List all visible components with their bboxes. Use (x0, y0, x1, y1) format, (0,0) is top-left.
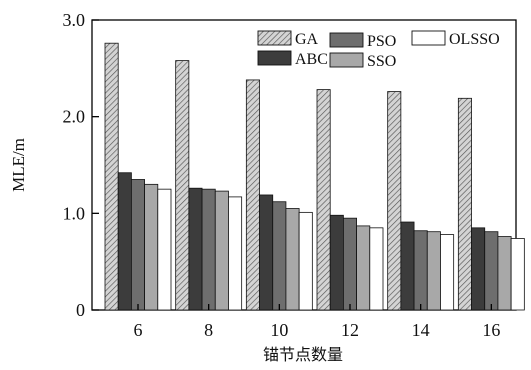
x-tick-label: 6 (134, 320, 143, 340)
bar-olsso-8 (228, 196, 243, 311)
bar-ga-6 (104, 42, 119, 311)
y-axis-ticks: 0 1.0 2.0 3.0 (63, 10, 99, 320)
bar-pso-10 (272, 201, 287, 311)
legend-swatch-ga (257, 30, 292, 46)
x-axis-label: 锚节点数量 (263, 345, 343, 364)
bar-ga-8 (175, 60, 190, 311)
legend-label-ga: GA (295, 31, 319, 48)
bars-group (104, 42, 525, 311)
bar-olsso-12 (369, 227, 384, 311)
y-axis-label: MLE/m (9, 138, 28, 192)
bar-abc-12 (329, 214, 344, 311)
x-tick-label: 10 (270, 320, 288, 340)
x-tick-label: 16 (482, 320, 500, 340)
bar-abc-10 (259, 194, 274, 311)
bar-sso-14 (426, 231, 441, 311)
bar-ga-12 (316, 89, 331, 311)
bar-abc-6 (117, 172, 132, 311)
y-tick-label: 0 (76, 300, 85, 320)
legend-label-sso: SSO (367, 53, 396, 70)
bar-sso-10 (285, 208, 300, 311)
bar-olsso-6 (157, 188, 172, 311)
x-tick-label: 12 (341, 320, 359, 340)
bar-olsso-16 (510, 238, 525, 311)
x-tick-label: 14 (412, 320, 430, 340)
y-tick-label: 3.0 (63, 10, 86, 30)
bar-olsso-14 (440, 234, 455, 311)
bar-pso-16 (484, 231, 499, 311)
bar-abc-14 (400, 221, 415, 311)
x-axis-ticks: 6 8 10 12 14 16 (134, 304, 500, 340)
bar-pso-6 (130, 179, 145, 311)
legend-swatch-olsso (411, 30, 446, 46)
y-tick-label: 1.0 (63, 203, 86, 223)
bar-sso-6 (144, 183, 159, 311)
x-tick-label: 8 (204, 320, 213, 340)
legend-label-abc: ABC (295, 51, 328, 68)
bar-pso-14 (413, 230, 428, 311)
bar-sso-16 (497, 236, 512, 311)
bar-ga-10 (245, 79, 260, 311)
bar-olsso-10 (298, 211, 313, 311)
bar-abc-16 (471, 227, 486, 311)
legend-swatch-sso (329, 52, 364, 68)
bar-pso-12 (342, 217, 357, 311)
bar-sso-12 (356, 225, 371, 311)
bar-abc-8 (188, 187, 203, 311)
legend-swatch-abc (257, 50, 292, 66)
legend-label-pso: PSO (367, 33, 396, 50)
y-tick-label: 2.0 (63, 107, 86, 127)
legend: GA ABC PSO SSO OLSSO (257, 30, 500, 70)
legend-label-olsso: OLSSO (449, 31, 500, 48)
legend-swatch-pso (329, 32, 364, 48)
bar-ga-14 (387, 91, 402, 311)
bar-ga-16 (457, 97, 472, 311)
bar-sso-8 (214, 190, 229, 311)
bar-pso-8 (201, 188, 216, 311)
